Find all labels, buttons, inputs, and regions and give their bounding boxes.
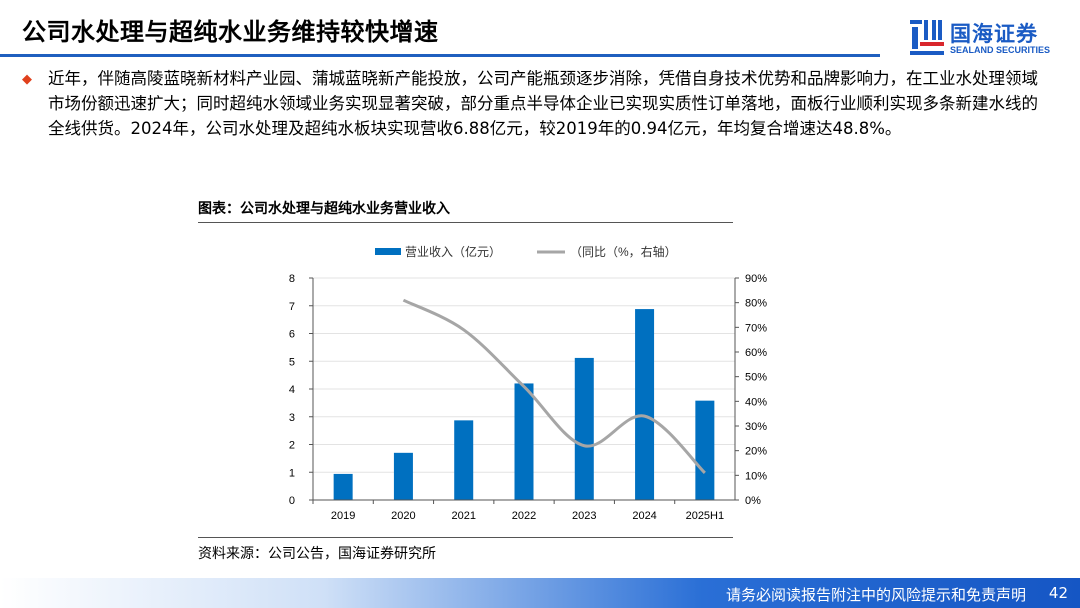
- legend: 营业收入（亿元） （同比（%，右轴）: [375, 244, 677, 259]
- x-tick-label: 2019: [331, 510, 355, 522]
- sealand-logo-icon: [910, 20, 944, 55]
- x-tick-label: 2023: [572, 510, 596, 522]
- source-note: 资料来源：公司公告，国海证券研究所: [198, 546, 436, 562]
- y-right-tick-label: 0%: [745, 495, 761, 507]
- bar-2024: [635, 309, 655, 500]
- bar-2025H1: [695, 400, 715, 500]
- y-left-tick-label: 5: [289, 356, 295, 368]
- diamond-icon: ◆: [22, 72, 32, 87]
- yoy-growth-line: [402, 298, 706, 474]
- legend-bar-label: 营业收入（亿元）: [405, 244, 501, 259]
- y-right-tick-label: 70%: [745, 322, 767, 334]
- y-left-tick-label: 4: [289, 384, 295, 396]
- x-tick-label: 2020: [391, 510, 415, 522]
- y-right-tick-label: 80%: [745, 298, 767, 310]
- legend-bar-swatch: [375, 248, 401, 255]
- y-left-tick-label: 1: [289, 467, 295, 479]
- source-divider: [198, 537, 733, 538]
- chart-title-divider: [198, 222, 733, 223]
- y-right-tick-label: 50%: [745, 372, 767, 384]
- logo: 国海证券 SEALAND SECURITIES: [908, 18, 1068, 60]
- y-left-tick-label: 0: [289, 495, 295, 507]
- y-right-tick-label: 60%: [745, 347, 767, 359]
- bar-2021: [454, 420, 474, 500]
- x-tick-label: 2024: [632, 510, 656, 522]
- footer-bar: [0, 578, 1080, 608]
- logo-text-cn: 国海证券: [950, 22, 1038, 46]
- chart-title: 图表：公司水处理与超纯水业务营业收入: [198, 201, 450, 217]
- disclaimer: 请务必阅读报告附注中的风险提示和免责声明: [725, 586, 1026, 604]
- y-right-tick-label: 30%: [745, 421, 767, 433]
- y-left-tick-label: 3: [289, 412, 295, 424]
- x-tick-label: 2025H1: [686, 510, 725, 522]
- x-tick-label: 2022: [512, 510, 536, 522]
- x-tick-label: 2021: [451, 510, 475, 522]
- page-title: 公司水处理与超纯水业务维持较快增速: [22, 18, 439, 46]
- bar-2020: [393, 452, 413, 500]
- logo-text-en: SEALAND SECURITIES: [950, 45, 1051, 55]
- y-right-tick-label: 40%: [745, 396, 767, 408]
- y-left-tick-label: 6: [289, 329, 295, 341]
- body-paragraph: 近年，伴随高陵蓝晓新材料产业园、蒲城蓝晓新产能投放，公司产能瓶颈逐步消除，凭借自…: [48, 69, 1038, 138]
- page-number: 42: [1048, 584, 1068, 602]
- y-right-tick-label: 20%: [745, 446, 767, 458]
- y-right-tick-label: 90%: [745, 273, 767, 285]
- y-left-tick-label: 7: [289, 301, 295, 313]
- y-left-tick-label: 8: [289, 273, 295, 285]
- bar-2023: [574, 357, 594, 500]
- title-divider: [0, 54, 880, 57]
- y-right-tick-label: 10%: [745, 470, 767, 482]
- legend-line-label: （同比（%，右轴）: [570, 244, 677, 259]
- bar-2022: [514, 383, 534, 500]
- y-left-tick-label: 2: [289, 440, 295, 452]
- bar-2019: [333, 473, 353, 500]
